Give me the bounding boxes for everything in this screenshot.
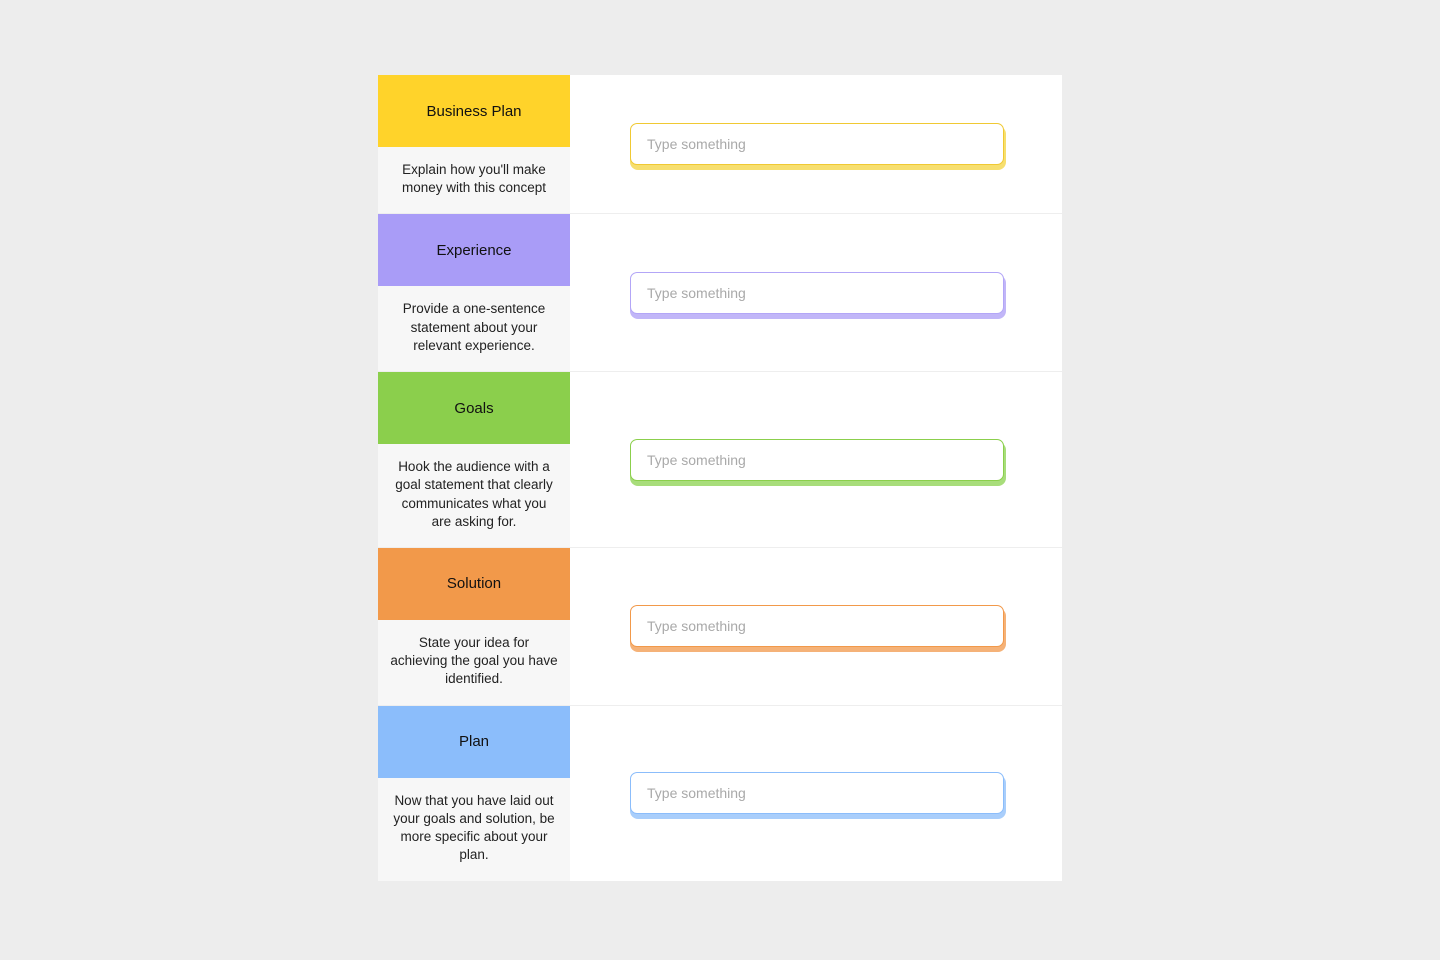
pitch-form: Business Plan Explain how you'll make mo…	[378, 75, 1062, 881]
solution-input[interactable]	[630, 605, 1004, 647]
input-wrapper	[630, 272, 1004, 314]
section-input-area	[570, 372, 1062, 547]
section-left: Goals Hook the audience with a goal stat…	[378, 372, 570, 547]
page-canvas: Business Plan Explain how you'll make mo…	[0, 0, 1440, 960]
section-title: Business Plan	[378, 75, 570, 147]
section-title: Experience	[378, 214, 570, 286]
section-description: Hook the audience with a goal statement …	[378, 444, 570, 547]
section-title: Solution	[378, 548, 570, 620]
section-left: Solution State your idea for achieving t…	[378, 548, 570, 705]
section-title: Goals	[378, 372, 570, 444]
section-title: Plan	[378, 706, 570, 778]
input-wrapper	[630, 605, 1004, 647]
input-wrapper	[630, 439, 1004, 481]
input-wrapper	[630, 772, 1004, 814]
section-left: Experience Provide a one-sentence statem…	[378, 214, 570, 371]
input-wrapper	[630, 123, 1004, 165]
section-goals: Goals Hook the audience with a goal stat…	[378, 372, 1062, 548]
section-experience: Experience Provide a one-sentence statem…	[378, 214, 1062, 372]
section-description: Provide a one-sentence statement about y…	[378, 286, 570, 371]
section-input-area	[570, 706, 1062, 881]
section-business-plan: Business Plan Explain how you'll make mo…	[378, 75, 1062, 214]
business-plan-input[interactable]	[630, 123, 1004, 165]
section-description: Explain how you'll make money with this …	[378, 147, 570, 213]
section-input-area	[570, 214, 1062, 371]
section-input-area	[570, 548, 1062, 705]
section-left: Plan Now that you have laid out your goa…	[378, 706, 570, 881]
plan-input[interactable]	[630, 772, 1004, 814]
section-left: Business Plan Explain how you'll make mo…	[378, 75, 570, 213]
goals-input[interactable]	[630, 439, 1004, 481]
section-solution: Solution State your idea for achieving t…	[378, 548, 1062, 706]
experience-input[interactable]	[630, 272, 1004, 314]
section-description: Now that you have laid out your goals an…	[378, 778, 570, 881]
section-plan: Plan Now that you have laid out your goa…	[378, 706, 1062, 881]
section-description: State your idea for achieving the goal y…	[378, 620, 570, 705]
section-input-area	[570, 75, 1062, 213]
